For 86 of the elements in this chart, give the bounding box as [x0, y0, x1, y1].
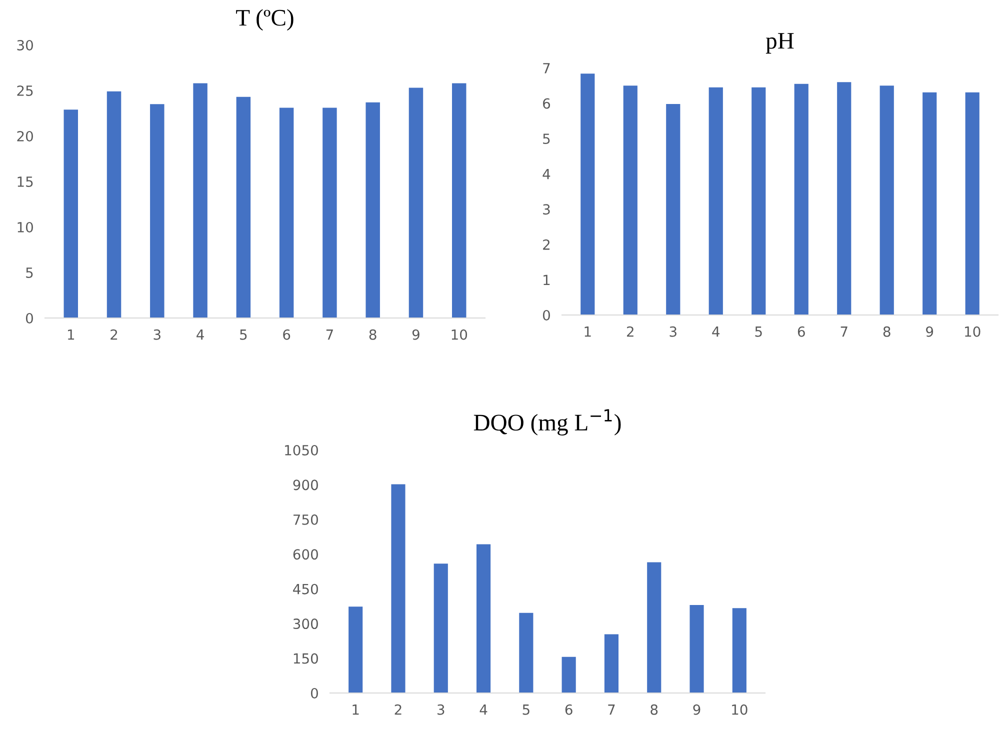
bar — [348, 606, 363, 693]
bar — [106, 91, 122, 318]
bar — [519, 612, 534, 693]
x-tick-label: 1 — [68, 330, 74, 340]
x-tick-label: 3 — [154, 329, 160, 340]
bar — [434, 564, 448, 693]
bar — [837, 82, 852, 315]
bar — [452, 83, 466, 318]
x-tick-label: 4 — [712, 326, 720, 337]
x-tick-label: 2 — [394, 704, 402, 715]
y-tick-label: 5 — [26, 268, 33, 278]
y-tick-label: 2 — [543, 239, 550, 250]
x-tick-label: 4 — [196, 330, 204, 340]
x-tick-label: 6 — [565, 704, 572, 715]
y-tick-label: 0 — [542, 310, 550, 320]
y-tick-label: 1 — [544, 274, 550, 285]
y-tick-label: 150 — [294, 653, 318, 664]
bar — [752, 87, 766, 315]
x-tick-label: 5 — [240, 330, 247, 340]
bar — [880, 86, 894, 315]
chart-title: DQO (mg L$^{−1}$) — [474, 409, 621, 436]
chart-title: pH — [766, 33, 794, 54]
x-tick-label: 4 — [480, 704, 488, 715]
x-tick-label: 8 — [369, 329, 376, 340]
x-tick-label: 10 — [965, 326, 980, 337]
x-tick-label: 3 — [438, 704, 444, 715]
bar — [690, 605, 704, 693]
x-tick-label: 1 — [352, 704, 359, 715]
bar — [623, 86, 638, 315]
y-tick-label: 5 — [543, 134, 550, 144]
bar — [794, 84, 808, 315]
y-tick-label: 30 — [17, 40, 33, 50]
bar — [279, 108, 294, 318]
x-tick-label: 7 — [326, 330, 333, 340]
y-tick-label: 0 — [26, 312, 33, 324]
bar — [708, 87, 723, 315]
bar — [476, 544, 491, 693]
y-tick-label: 7 — [543, 63, 550, 74]
x-tick-label: 9 — [693, 704, 700, 715]
x-tick-label: 10 — [732, 704, 748, 715]
x-tick-label: 3 — [670, 326, 676, 337]
x-tick-label: 1 — [584, 326, 591, 337]
bar — [647, 562, 662, 693]
y-tick-label: 450 — [293, 584, 318, 594]
y-tick-label: 25 — [17, 85, 33, 96]
bar — [408, 88, 424, 318]
bar — [322, 108, 337, 318]
x-tick-label: 2 — [110, 329, 118, 340]
bar — [366, 102, 380, 318]
y-tick-label: 750 — [294, 514, 318, 525]
y-tick-label: 600 — [293, 549, 318, 560]
bar — [562, 656, 576, 693]
y-tick-label: 300 — [293, 618, 318, 630]
x-tick-label: 8 — [883, 326, 890, 337]
y-tick-label: 0 — [310, 688, 318, 698]
bar — [965, 92, 980, 315]
chart-title: T (ºC) — [236, 9, 294, 31]
y-tick-label: 6 — [543, 98, 550, 109]
x-tick-label: 7 — [840, 326, 848, 337]
bar — [236, 96, 251, 318]
bar — [604, 634, 619, 693]
bar — [64, 110, 78, 318]
x-tick-label: 9 — [926, 326, 934, 337]
bar — [150, 104, 164, 318]
x-tick-label: 5 — [522, 704, 530, 715]
bar — [580, 74, 595, 315]
x-tick-label: 7 — [608, 704, 615, 715]
bar — [193, 83, 208, 318]
bar — [666, 104, 680, 315]
x-tick-label: 2 — [626, 326, 634, 337]
bar — [732, 608, 746, 693]
bar — [391, 484, 406, 693]
x-tick-label: 6 — [798, 326, 805, 337]
y-tick-label: 4 — [542, 169, 550, 180]
x-tick-label: 10 — [452, 329, 468, 340]
y-tick-label: 20 — [17, 130, 33, 142]
y-tick-label: 3 — [543, 204, 550, 215]
y-tick-label: 10 — [18, 222, 33, 232]
y-tick-label: 1050 — [285, 444, 318, 456]
x-tick-label: 5 — [755, 326, 762, 337]
x-tick-label: 8 — [650, 704, 658, 715]
x-tick-label: 9 — [412, 329, 420, 340]
x-tick-label: 6 — [283, 329, 290, 340]
y-tick-label: 900 — [293, 480, 318, 490]
y-tick-label: 15 — [18, 176, 33, 187]
bar — [922, 92, 937, 315]
